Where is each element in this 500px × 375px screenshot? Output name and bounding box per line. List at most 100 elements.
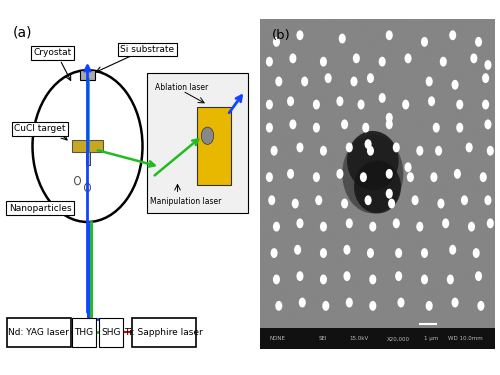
Point (472, 42, 480, 48)
Point (316, 235, 324, 241)
Point (350, 18, 358, 24)
Point (446, 291, 454, 297)
Point (394, 42, 402, 48)
Point (420, 232, 428, 238)
Point (276, 281, 283, 287)
Point (261, 30, 269, 36)
Point (392, 322, 400, 328)
Point (388, 23, 396, 29)
Point (291, 33, 299, 39)
Point (394, 283, 402, 289)
Point (300, 181, 308, 187)
Point (453, 143, 461, 149)
Point (386, 249, 394, 255)
Point (313, 57, 321, 63)
Point (448, 195, 456, 201)
Point (390, 251, 398, 257)
Point (363, 70, 371, 76)
Point (435, 104, 443, 110)
Point (385, 267, 393, 273)
Point (358, 82, 366, 88)
Point (286, 150, 294, 156)
Point (412, 61, 420, 67)
Point (394, 261, 402, 267)
Point (267, 292, 275, 298)
Point (377, 311, 385, 317)
Point (266, 236, 274, 242)
Point (482, 108, 490, 114)
Point (320, 158, 328, 164)
Point (416, 287, 424, 293)
Point (362, 202, 370, 208)
Point (258, 16, 266, 22)
Point (418, 322, 426, 328)
Point (314, 122, 322, 128)
Point (470, 92, 478, 98)
Point (258, 297, 266, 303)
Point (304, 200, 312, 206)
Point (461, 182, 469, 188)
Point (359, 154, 367, 160)
Point (354, 167, 362, 173)
Point (480, 119, 488, 125)
Point (336, 321, 344, 327)
Point (270, 281, 278, 287)
Point (324, 82, 332, 88)
Point (354, 214, 362, 220)
Point (487, 59, 495, 65)
Point (420, 26, 428, 32)
Point (314, 68, 322, 74)
Point (468, 136, 476, 142)
Point (312, 268, 320, 274)
Point (332, 97, 340, 103)
Point (318, 175, 326, 181)
Point (414, 283, 422, 289)
Point (296, 232, 304, 238)
Point (274, 209, 282, 215)
Point (404, 303, 412, 309)
Point (320, 278, 328, 284)
Point (350, 118, 358, 124)
Point (354, 253, 362, 259)
Point (446, 275, 454, 281)
Point (370, 276, 378, 282)
Point (289, 135, 297, 141)
Point (476, 19, 484, 25)
Point (402, 302, 409, 308)
Point (408, 270, 416, 276)
Point (346, 189, 354, 195)
Point (490, 179, 498, 185)
Point (310, 277, 318, 283)
Point (286, 231, 294, 237)
Point (484, 57, 492, 63)
Point (359, 131, 367, 137)
Point (394, 308, 402, 314)
Point (262, 129, 270, 135)
Point (371, 30, 379, 36)
Point (419, 280, 427, 286)
Point (392, 222, 400, 228)
Point (468, 107, 475, 113)
Point (420, 176, 428, 182)
Point (438, 221, 446, 227)
Point (344, 281, 352, 287)
Point (404, 241, 411, 247)
Point (446, 312, 454, 318)
Point (461, 178, 469, 184)
Point (422, 231, 430, 237)
Point (458, 196, 466, 202)
Point (410, 63, 418, 69)
Point (394, 304, 402, 310)
Point (401, 55, 409, 61)
Point (467, 176, 475, 182)
Point (338, 264, 346, 270)
Point (399, 72, 407, 78)
Point (364, 87, 372, 93)
Point (404, 171, 412, 177)
Point (367, 164, 375, 170)
Point (409, 132, 417, 138)
Point (418, 124, 426, 130)
Point (260, 170, 268, 176)
Point (394, 220, 402, 226)
Point (294, 54, 302, 60)
